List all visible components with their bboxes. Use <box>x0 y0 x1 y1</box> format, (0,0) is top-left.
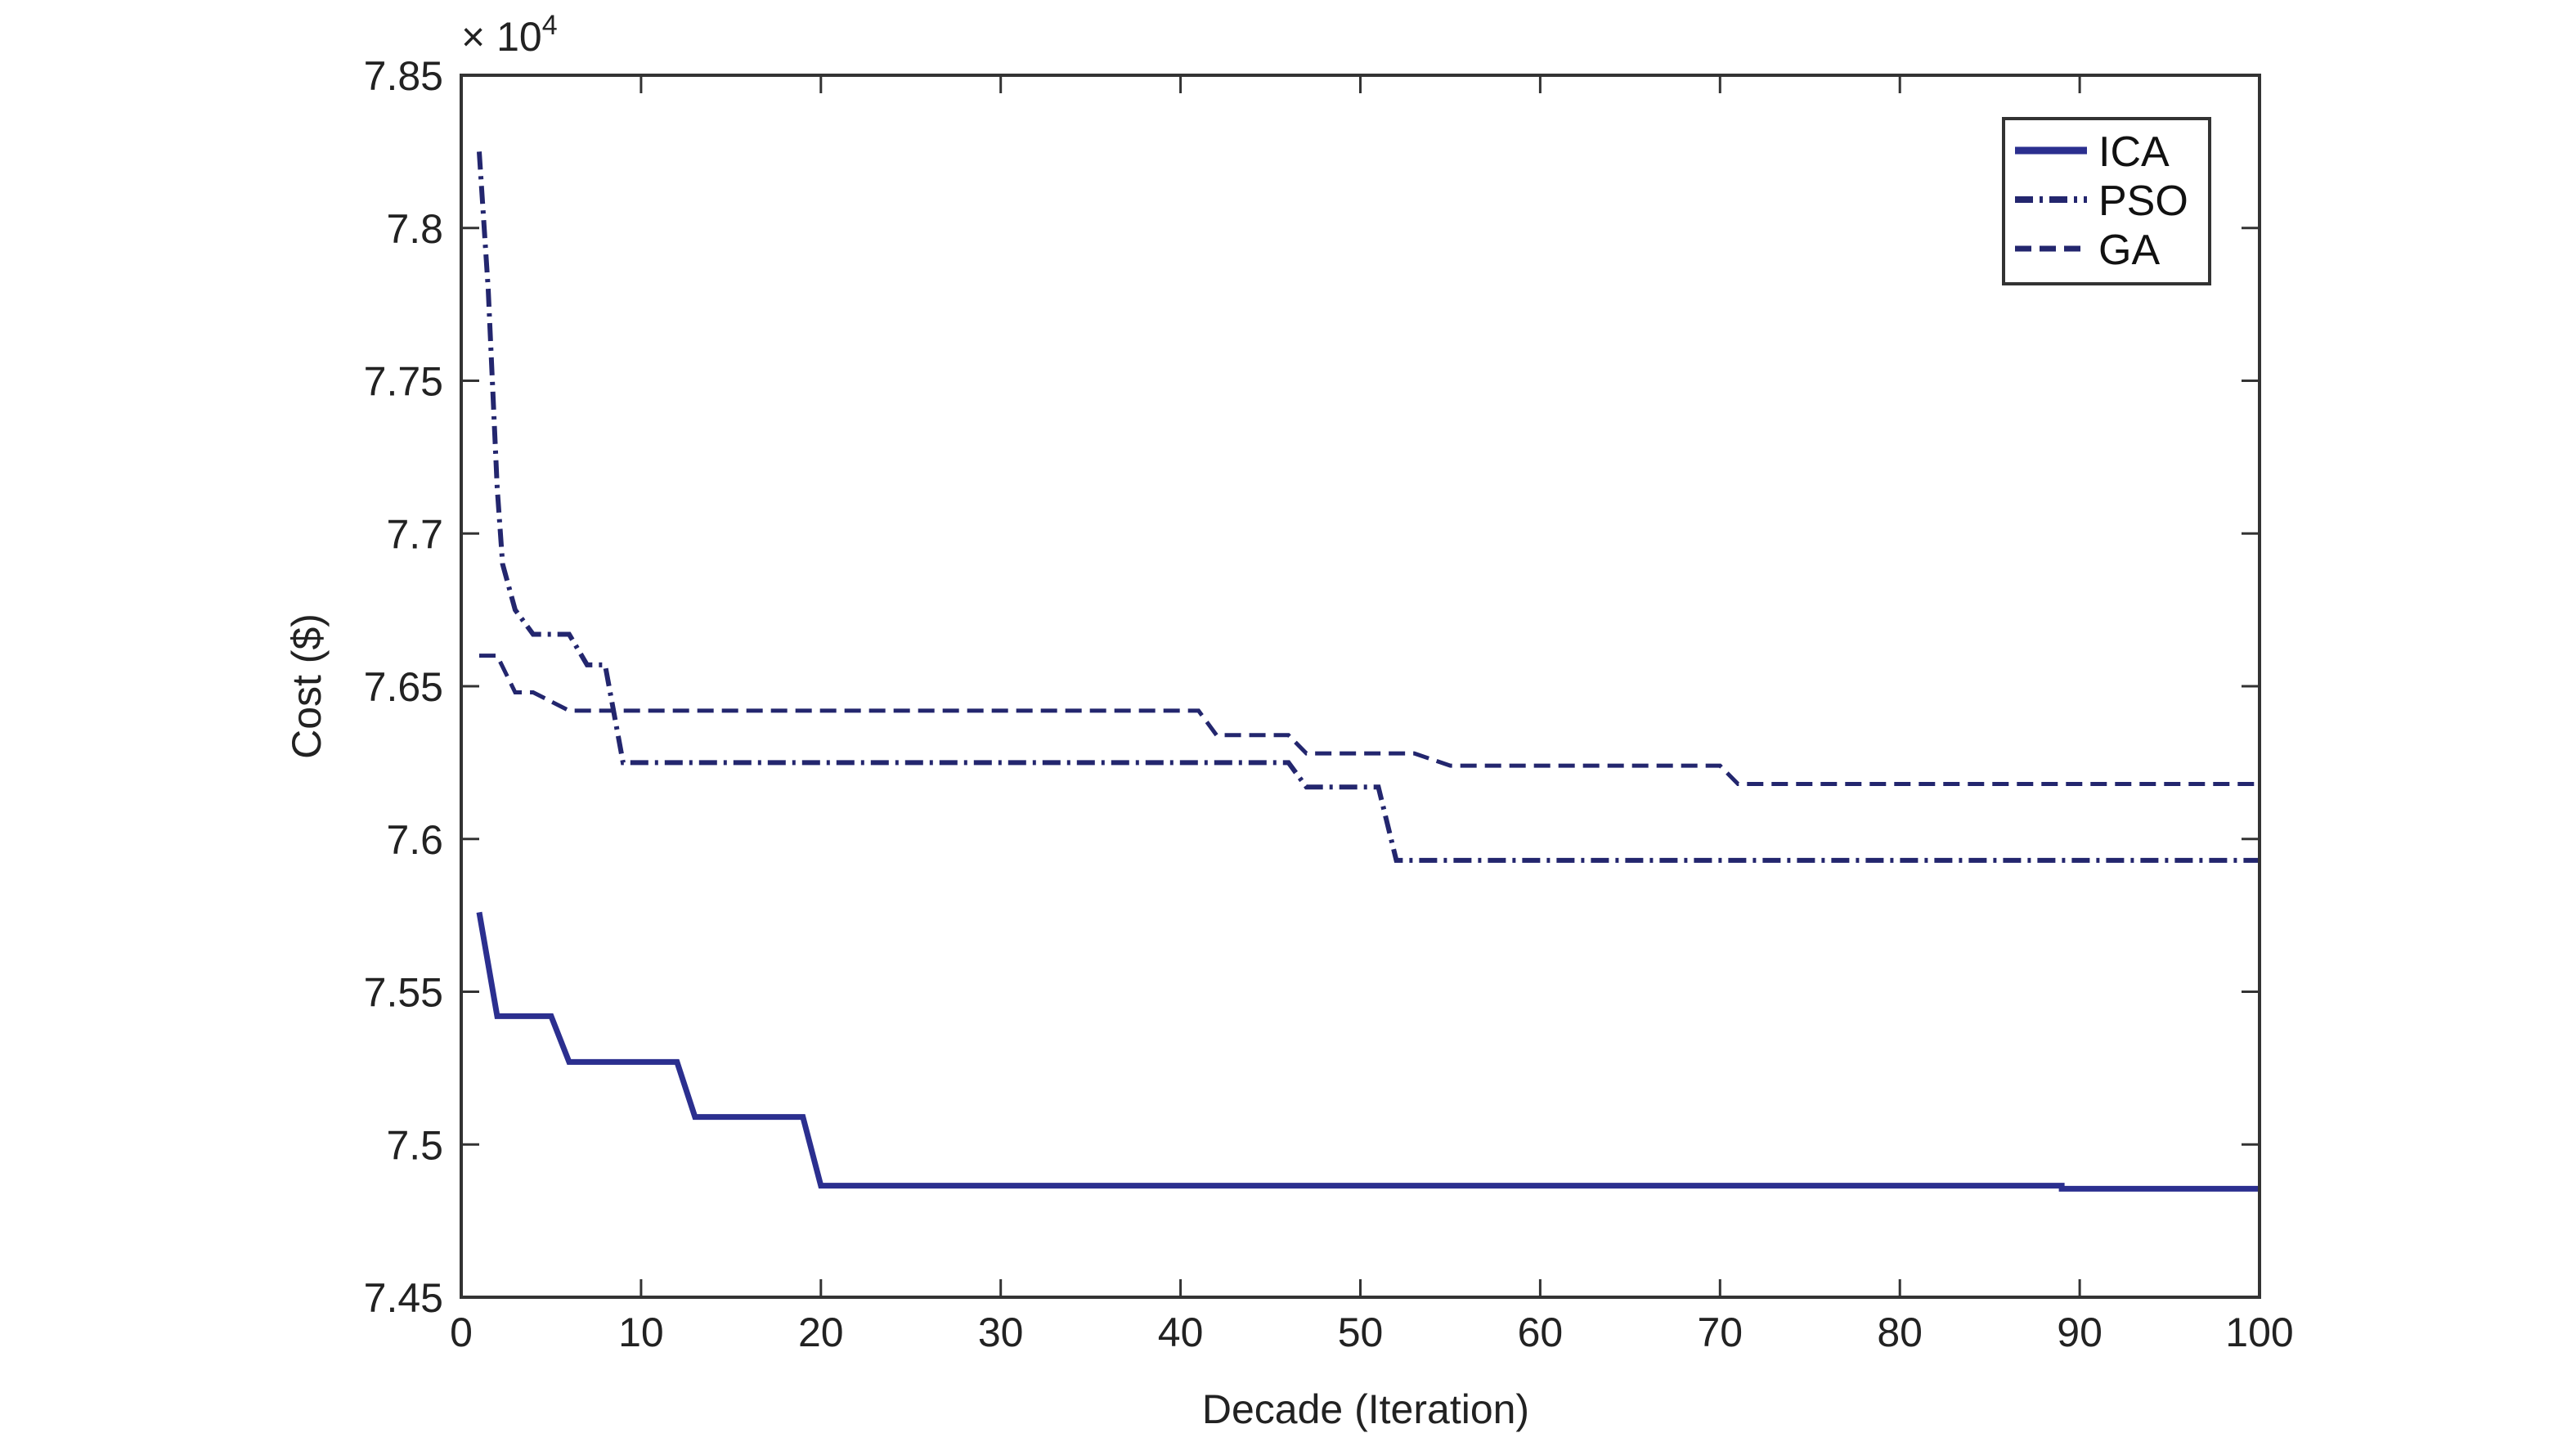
axes-box <box>460 74 2261 1299</box>
x-tick-label: 100 <box>2225 1309 2293 1355</box>
y-multiplier: × 104 <box>461 10 558 60</box>
x-tick-label: 20 <box>798 1309 844 1355</box>
y-tick-label: 7.45 <box>364 1275 443 1321</box>
y-tick-label: 7.8 <box>386 206 443 252</box>
y-tick-label: 7.6 <box>386 817 443 863</box>
x-tick-label: 0 <box>450 1309 473 1355</box>
legend-label-ga: GA <box>2098 227 2160 274</box>
y-tick-label: 7.7 <box>386 511 443 557</box>
x-tick-label: 90 <box>2057 1309 2103 1355</box>
y-tick-label: 7.65 <box>364 664 443 710</box>
legend-label-pso: PSO <box>2098 177 2188 225</box>
y-tick-label: 7.75 <box>364 359 443 405</box>
x-tick-label: 60 <box>1518 1309 1564 1355</box>
legend-label-ica: ICA <box>2098 128 2170 176</box>
y-multiplier-base: × 10 <box>461 14 542 60</box>
y-tick-label: 7.55 <box>364 970 443 1016</box>
series-layer <box>476 151 2260 1192</box>
axes <box>460 74 2261 1299</box>
x-tick-label: 10 <box>618 1309 664 1355</box>
y-multiplier-exponent: 4 <box>542 10 558 41</box>
series-line-ga <box>478 654 2260 787</box>
x-tick-label: 80 <box>1877 1309 1923 1355</box>
tick-labels: 0 10 20 30 40 50 60 70 80 90 100 7.45 7.5 7.55 7.6 7.65… <box>364 53 2294 1355</box>
series-line-ica <box>476 911 2260 1192</box>
x-tick-label: 30 <box>978 1309 1024 1355</box>
x-axis-title: Decade (Iteration) <box>1202 1386 1529 1432</box>
legend-box <box>2002 117 2211 285</box>
x-tick-label: 70 <box>1697 1309 1743 1355</box>
x-tick-label: 40 <box>1158 1309 1204 1355</box>
y-axis-title: Cost ($) <box>284 613 330 759</box>
x-tick-label: 50 <box>1338 1309 1384 1355</box>
y-tick-label: 7.85 <box>364 53 443 99</box>
series-line-pso <box>476 151 2260 863</box>
y-tick-label: 7.5 <box>386 1122 443 1168</box>
